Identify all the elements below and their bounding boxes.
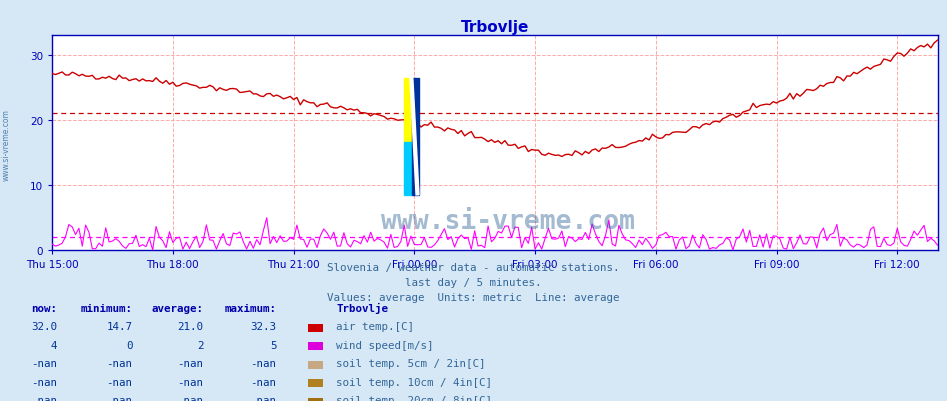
Text: -nan: -nan [107, 377, 133, 387]
Text: www.si-vreme.com: www.si-vreme.com [2, 109, 11, 180]
Text: last day / 5 minutes.: last day / 5 minutes. [405, 277, 542, 288]
Text: average:: average: [152, 303, 204, 313]
Text: -nan: -nan [31, 377, 57, 387]
Text: minimum:: minimum: [80, 303, 133, 313]
Text: -nan: -nan [178, 358, 204, 368]
Text: 32.3: 32.3 [251, 321, 277, 331]
Text: 4: 4 [50, 340, 57, 350]
Text: -nan: -nan [251, 395, 277, 401]
Text: Trbovlje: Trbovlje [336, 302, 388, 313]
Bar [404, 143, 412, 195]
Text: soil temp. 5cm / 2in[C]: soil temp. 5cm / 2in[C] [336, 358, 486, 368]
Text: -nan: -nan [107, 395, 133, 401]
Text: soil temp. 10cm / 4in[C]: soil temp. 10cm / 4in[C] [336, 377, 492, 387]
Text: -nan: -nan [251, 358, 277, 368]
Text: www.si-vreme.com: www.si-vreme.com [382, 209, 635, 234]
Text: 0: 0 [126, 340, 133, 350]
Text: -nan: -nan [107, 358, 133, 368]
Text: 21.0: 21.0 [178, 321, 204, 331]
Text: 32.0: 32.0 [31, 321, 57, 331]
Title: Trbovlje: Trbovlje [460, 20, 529, 35]
Text: soil temp. 20cm / 8in[C]: soil temp. 20cm / 8in[C] [336, 395, 492, 401]
Text: 2: 2 [197, 340, 204, 350]
Text: 14.7: 14.7 [107, 321, 133, 331]
Text: -nan: -nan [178, 395, 204, 401]
Text: -nan: -nan [31, 395, 57, 401]
Text: -nan: -nan [31, 358, 57, 368]
Text: now:: now: [31, 303, 57, 313]
Text: wind speed[m/s]: wind speed[m/s] [336, 340, 434, 350]
Text: air temp.[C]: air temp.[C] [336, 321, 414, 331]
Bar [404, 78, 412, 143]
Polygon shape [410, 78, 419, 195]
Bar [412, 78, 419, 195]
Text: Values: average  Units: metric  Line: average: Values: average Units: metric Line: aver… [328, 292, 619, 302]
Text: Slovenia / weather data - automatic stations.: Slovenia / weather data - automatic stat… [328, 263, 619, 273]
Text: 5: 5 [270, 340, 277, 350]
Text: -nan: -nan [178, 377, 204, 387]
Text: -nan: -nan [251, 377, 277, 387]
Text: maximum:: maximum: [224, 303, 277, 313]
